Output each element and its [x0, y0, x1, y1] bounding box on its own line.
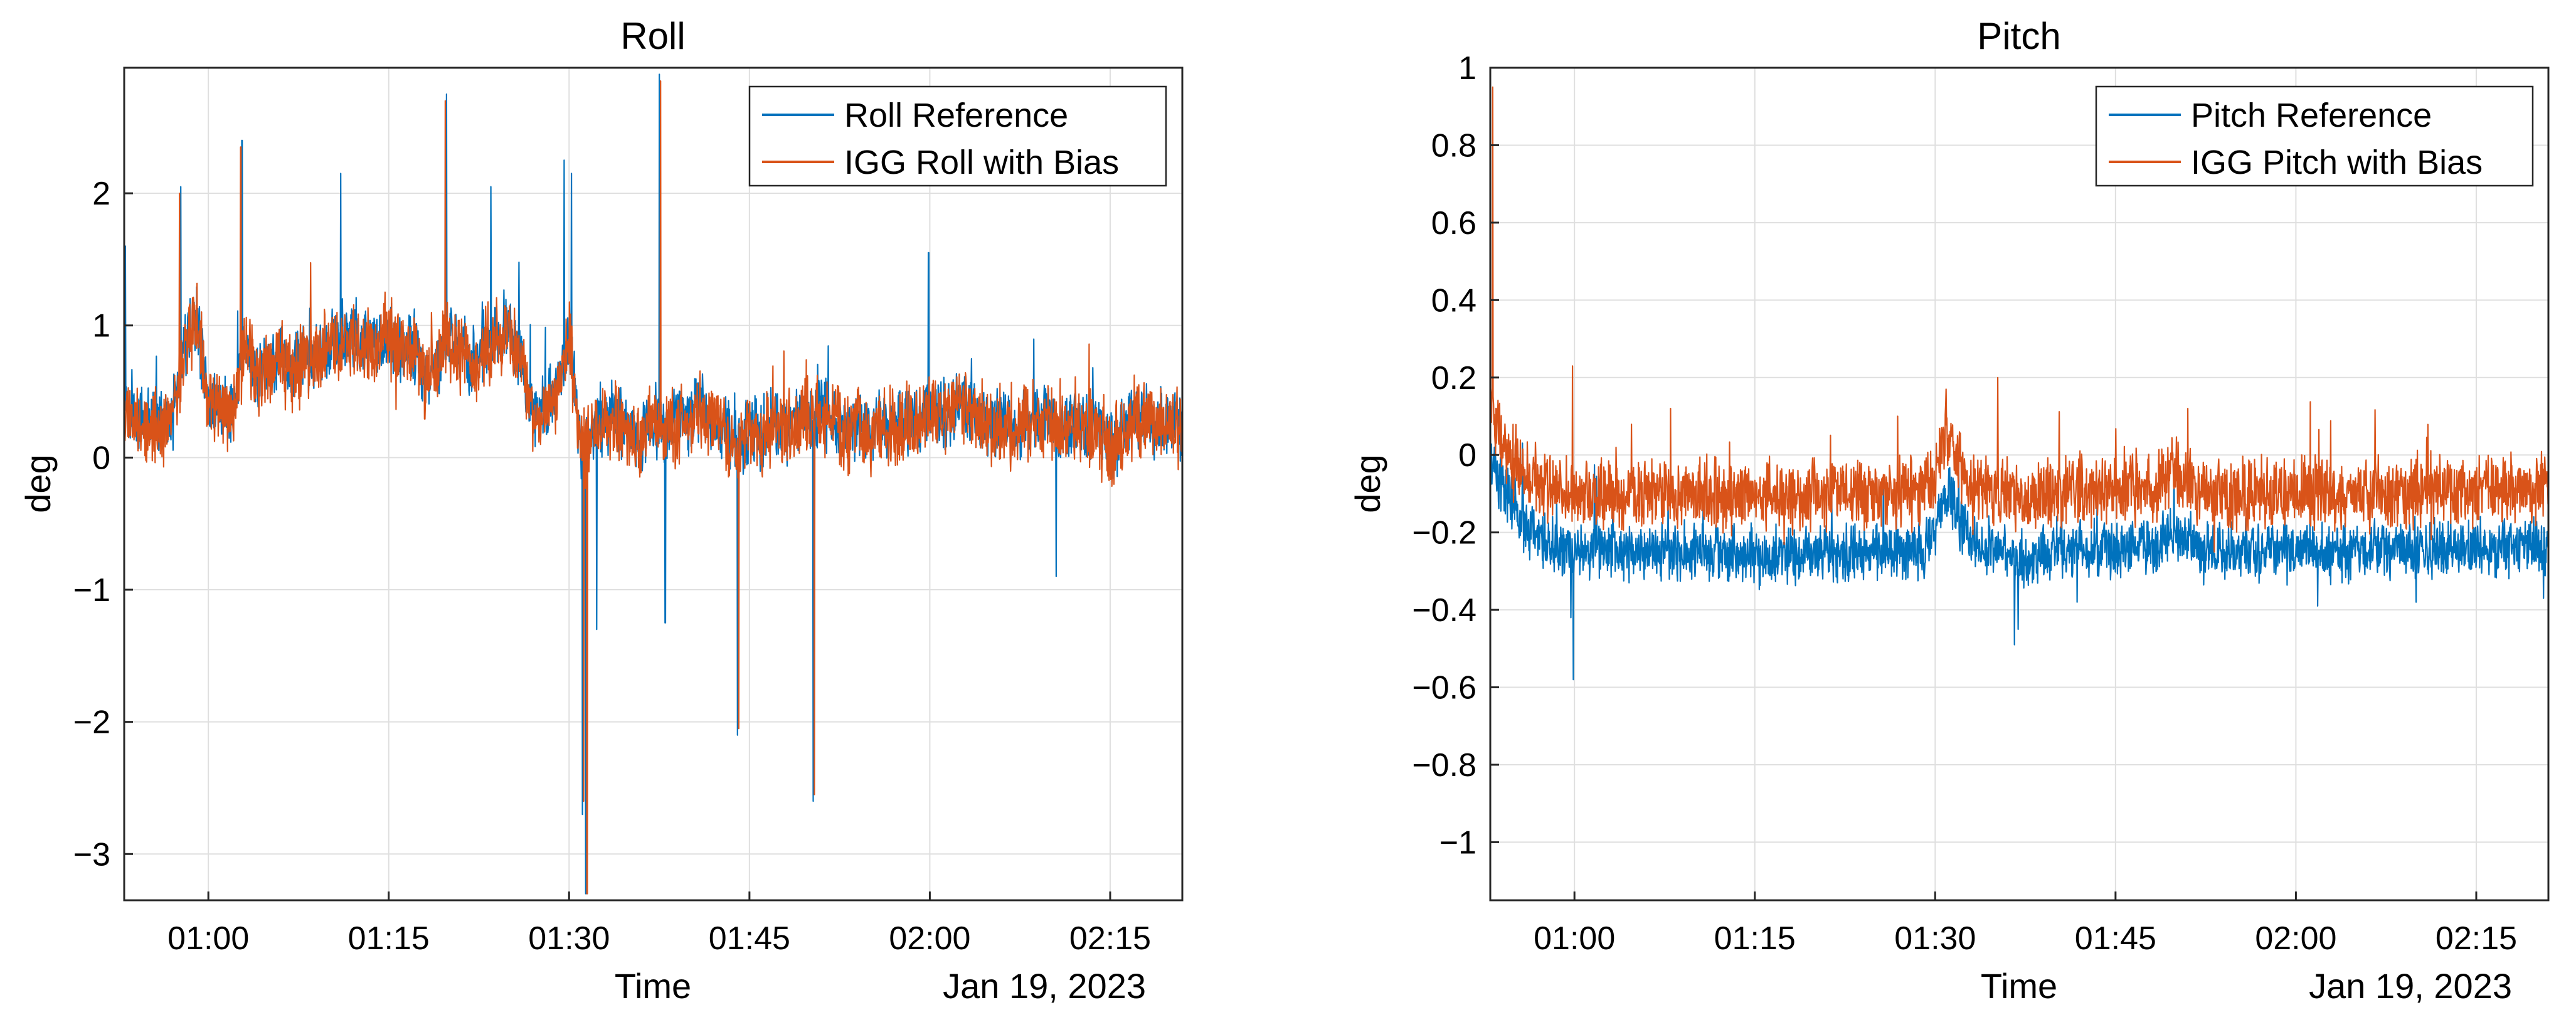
roll-series-reference-line — [124, 73, 1182, 895]
roll-date-label: Jan 19, 2023 — [943, 966, 1146, 1006]
roll-series-igg-line — [124, 80, 1182, 895]
roll-xtick-label: 01:00 — [167, 920, 249, 957]
pitch-ytick-label: 0 — [1458, 437, 1476, 474]
pitch-legend-box — [2095, 85, 2534, 187]
pitch-xtick-label: 02:15 — [2436, 920, 2517, 957]
roll-xtick-label: 02:15 — [1069, 920, 1151, 957]
pitch-series-reference-line — [1490, 442, 2548, 681]
pitch-plot-area — [1490, 86, 2548, 681]
roll-chart: Roll 01:00 01:15 01:30 01:45 02:00 02:15 −3 −2 −… — [18, 15, 1184, 1006]
pitch-ytick-label: 0.6 — [1431, 205, 1476, 242]
roll-ytick-label: −2 — [73, 705, 110, 741]
roll-xlabel: Time — [615, 966, 691, 1006]
pitch-xtick-label: 01:15 — [1714, 920, 1796, 957]
roll-title: Roll — [620, 15, 685, 57]
roll-plot-area — [124, 73, 1182, 895]
pitch-ytick-label: −0.6 — [1412, 670, 1476, 706]
roll-xtick-label: 02:00 — [889, 920, 970, 957]
pitch-ytick-label: 0.8 — [1431, 127, 1476, 164]
roll-legend-box — [748, 85, 1167, 187]
roll-axes-frame — [123, 67, 1184, 902]
pitch-series-igg-line — [1490, 86, 2548, 553]
pitch-legend-label-reference: Pitch Reference — [2191, 97, 2432, 134]
pitch-ytick-label: 1 — [1458, 50, 1476, 87]
roll-legend[interactable]: Roll Reference IGG Roll with Bias — [748, 85, 1167, 187]
roll-ticks: 01:00 01:15 01:30 01:45 02:00 02:15 −3 −2 −1 0 1 2 — [73, 176, 1151, 957]
roll-grid — [124, 68, 1182, 900]
pitch-xtick-label: 01:45 — [2075, 920, 2156, 957]
pitch-legend-label-igg: IGG Pitch with Bias — [2191, 144, 2483, 181]
roll-xtick-label: 01:45 — [709, 920, 790, 957]
roll-ylabel: deg — [18, 454, 58, 513]
pitch-ytick-label: −0.8 — [1412, 747, 1476, 784]
pitch-ytick-label: 0.2 — [1431, 360, 1476, 396]
pitch-ylabel: deg — [1348, 454, 1387, 513]
roll-legend-label-reference: Roll Reference — [844, 97, 1068, 134]
pitch-title: Pitch — [1977, 15, 2060, 57]
roll-legend-label-igg: IGG Roll with Bias — [844, 144, 1119, 181]
pitch-date-label: Jan 19, 2023 — [2309, 966, 2512, 1006]
roll-ytick-label: 1 — [92, 308, 110, 344]
pitch-axes-frame — [1489, 67, 2550, 902]
roll-ytick-label: 0 — [92, 440, 110, 476]
pitch-xlabel: Time — [1981, 966, 2057, 1006]
pitch-chart: Pitch 01:00 01:15 01:30 01:45 02:00 02:15 −1 −0… — [1348, 15, 2550, 1006]
pitch-ticks: 01:00 01:15 01:30 01:45 02:00 02:15 −1 −0.8 −0.6… — [1412, 50, 2517, 957]
pitch-xtick-label: 01:30 — [1894, 920, 1976, 957]
roll-ytick-label: 2 — [92, 176, 110, 212]
pitch-ytick-label: 0.4 — [1431, 282, 1476, 319]
pitch-ytick-label: −1 — [1439, 824, 1476, 861]
pitch-xtick-label: 01:00 — [1534, 920, 1615, 957]
pitch-ytick-label: −0.4 — [1412, 592, 1476, 629]
roll-ytick-label: −3 — [73, 836, 110, 873]
pitch-xtick-label: 02:00 — [2255, 920, 2336, 957]
pitch-ytick-label: −0.2 — [1412, 515, 1476, 551]
pitch-legend[interactable]: Pitch Reference IGG Pitch with Bias — [2095, 85, 2534, 187]
roll-xtick-label: 01:30 — [528, 920, 610, 957]
roll-ytick-label: −1 — [73, 572, 110, 609]
roll-xtick-label: 01:15 — [348, 920, 430, 957]
